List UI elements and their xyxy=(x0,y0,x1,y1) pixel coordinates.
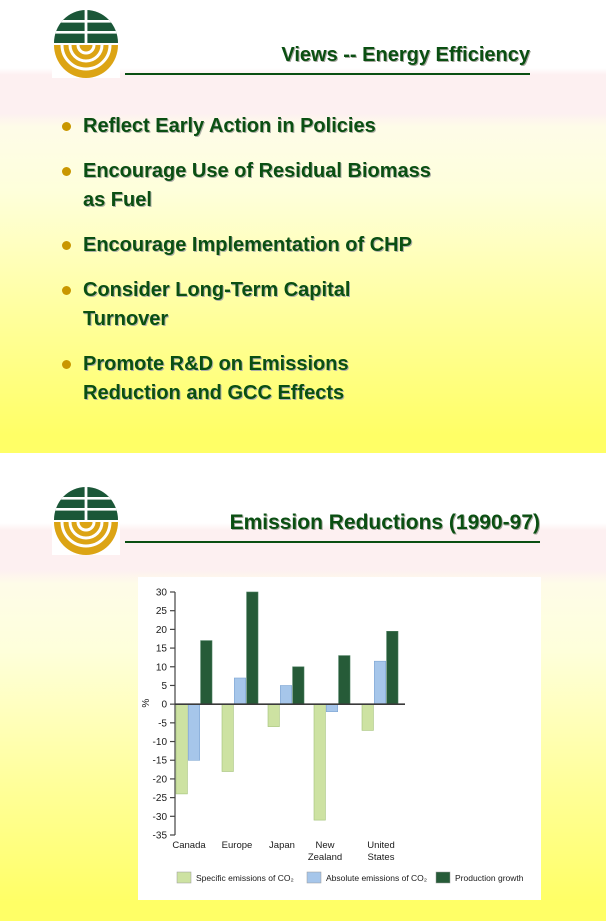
bar xyxy=(313,703,326,821)
slide-emission-reductions: Emission Reductions (1990-97) 30 25 20 15 10… xyxy=(0,453,606,921)
bullet-item: Reflect Early Action in Policies xyxy=(62,112,562,141)
bar-groups xyxy=(175,591,399,821)
y-tick-label: 25 xyxy=(156,606,168,617)
bar xyxy=(221,703,234,772)
logo-ring xyxy=(60,44,112,71)
y-tick-label: -15 xyxy=(153,756,168,767)
y-axis xyxy=(170,591,176,836)
bullet-dot-icon xyxy=(62,241,71,250)
logo-ring xyxy=(68,44,104,63)
legend-swatch xyxy=(306,871,322,884)
bullet-text: Promote R&D on Emissions Reduction and G… xyxy=(83,353,349,404)
bar xyxy=(267,703,280,727)
logo-ring xyxy=(76,521,96,532)
bullet-dot-icon xyxy=(62,360,71,369)
bar-group-japan xyxy=(267,666,305,727)
slide-views-energy-efficiency: Views -- Energy Efficiency Reflect Early… xyxy=(0,0,606,453)
slide-title: Views -- Energy Efficiency xyxy=(125,44,530,75)
globe-rings-logo xyxy=(52,485,120,555)
logo-ring xyxy=(68,521,104,540)
x-category-label: Europe xyxy=(222,840,253,851)
bar-group-united-states xyxy=(361,630,399,731)
bar xyxy=(246,591,259,705)
legend: Specific emissions of CO₂ Absolute emissi… xyxy=(176,871,524,884)
y-tick-label: -20 xyxy=(153,774,168,785)
legend-label: Specific emissions of CO₂ xyxy=(196,873,294,883)
x-category-label: United States xyxy=(367,840,394,863)
logo-grid-lines xyxy=(54,487,118,520)
y-tick-label: 15 xyxy=(156,644,168,655)
y-tick-label: 10 xyxy=(156,662,168,673)
bullet-item: Consider Long-Term Capital Turnover xyxy=(62,276,562,334)
globe-rings-logo-icon xyxy=(52,8,120,78)
x-category-label: Canada xyxy=(172,840,206,851)
legend-swatch xyxy=(176,871,192,884)
bar xyxy=(292,666,305,705)
bar xyxy=(234,677,247,705)
chart-panel: 30 25 20 15 10 5 0 -5 -10 -15 -20 -25 -30 -35% Canada E… xyxy=(138,577,541,900)
x-category-label: Japan xyxy=(269,840,295,851)
y-tick-label: -30 xyxy=(153,812,168,823)
bullet-list: Reflect Early Action in Policies Encoura… xyxy=(62,112,562,424)
bar xyxy=(175,703,188,795)
bar xyxy=(200,640,213,705)
y-tick-label: 0 xyxy=(161,700,167,711)
logo-ring xyxy=(60,521,112,548)
bar xyxy=(386,630,399,705)
legend-item: Absolute emissions of CO₂ xyxy=(306,871,427,884)
legend-item: Production growth xyxy=(435,871,524,884)
bullet-item: Promote R&D on Emissions Reduction and G… xyxy=(62,350,562,408)
y-tick-labels: 30 25 20 15 10 5 0 -5 -10 -15 -20 -25 -30 -35 xyxy=(153,588,168,842)
bar xyxy=(187,703,200,761)
y-tick-label: -5 xyxy=(158,718,167,729)
legend-label: Absolute emissions of CO₂ xyxy=(326,873,427,883)
y-tick-label: 5 xyxy=(161,681,167,692)
bullet-text: Reflect Early Action in Policies xyxy=(83,115,376,137)
emissions-bar-chart: 30 25 20 15 10 5 0 -5 -10 -15 -20 -25 -30 -35% Canada E… xyxy=(141,588,524,884)
bullet-text: Encourage Implementation of CHP xyxy=(83,234,412,256)
globe-rings-logo-icon xyxy=(52,485,120,555)
y-tick-label: -10 xyxy=(153,737,168,748)
bar-group-new-zealand xyxy=(313,655,351,821)
x-category-labels: Canada Europe Japan New Zealand United States xyxy=(172,840,394,863)
legend-item: Specific emissions of CO₂ xyxy=(176,871,294,884)
bullet-dot-icon xyxy=(62,286,71,295)
bullet-dot-icon xyxy=(62,122,71,131)
globe-rings-logo xyxy=(52,8,120,78)
bullet-text: Encourage Use of Residual Biomass as Fue… xyxy=(83,160,431,211)
logo-ring xyxy=(76,44,96,55)
y-tick-label: -25 xyxy=(153,793,168,804)
bar xyxy=(338,655,351,705)
y-tick-label: 20 xyxy=(156,625,168,636)
legend-swatch xyxy=(435,871,451,884)
bar-group-canada xyxy=(175,640,213,795)
bar xyxy=(326,703,339,712)
bar-group-europe xyxy=(221,591,259,772)
bar xyxy=(280,685,293,705)
legend-label: Production growth xyxy=(455,873,524,883)
bar xyxy=(361,703,374,731)
bullet-item: Encourage Implementation of CHP xyxy=(62,231,562,260)
y-tick-label: 30 xyxy=(156,588,168,599)
bullet-dot-icon xyxy=(62,167,71,176)
bullet-item: Encourage Use of Residual Biomass as Fue… xyxy=(62,157,562,215)
x-category-label: New Zealand xyxy=(308,840,342,863)
y-axis-label: % xyxy=(141,699,152,708)
slide-title: Emission Reductions (1990-97) xyxy=(125,511,540,543)
bullet-text: Consider Long-Term Capital Turnover xyxy=(83,279,351,330)
logo-grid-lines xyxy=(54,10,118,43)
bar xyxy=(374,660,387,705)
y-tick-label: -35 xyxy=(153,831,168,842)
